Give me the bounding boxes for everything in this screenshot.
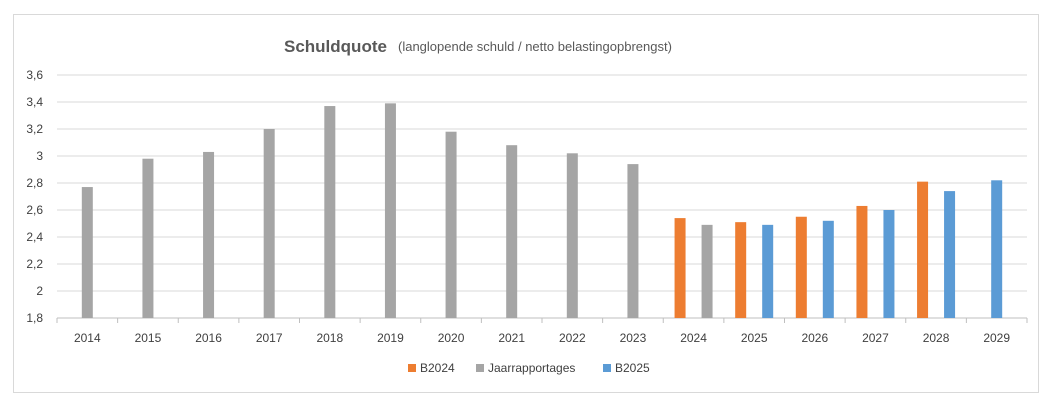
- bar: [566, 153, 578, 318]
- bar: [142, 158, 154, 318]
- y-tick-label: 2,2: [26, 257, 43, 271]
- x-tick-label: 2023: [620, 331, 647, 345]
- bar: [506, 145, 518, 318]
- x-tick-label: 2025: [741, 331, 768, 345]
- bar: [81, 187, 93, 318]
- chart-title: Schuldquote (langlopende schuld / netto …: [284, 37, 672, 56]
- legend-label: Jaarrapportages: [488, 361, 575, 375]
- x-tick-label: 2017: [256, 331, 283, 345]
- chart-title-main: Schuldquote: [284, 37, 387, 56]
- bar: [203, 151, 215, 318]
- bar: [627, 164, 639, 318]
- legend-swatch: [603, 364, 611, 372]
- bar: [795, 216, 807, 318]
- legend: B2024 Jaarrapportages B2025: [408, 361, 650, 375]
- y-tick-label: 3,6: [26, 68, 43, 82]
- x-tick-label: 2022: [559, 331, 586, 345]
- y-axis-ticks: 1,8 2 2,2 2,4 2,6 2,8 3 3,2 3,4 3,6: [26, 68, 43, 325]
- x-tick-label: 2019: [377, 331, 404, 345]
- bar: [856, 205, 868, 318]
- chart-title-subtitle: (langlopende schuld / netto belastingopb…: [398, 39, 672, 54]
- y-tick-label: 2: [36, 284, 43, 298]
- bars: [81, 103, 1003, 318]
- x-tick-label: 2029: [983, 331, 1010, 345]
- x-tick-label: 2018: [316, 331, 343, 345]
- bar: [384, 103, 396, 318]
- x-tick-label: 2028: [923, 331, 950, 345]
- x-tick-label: 2026: [801, 331, 828, 345]
- bar: [883, 210, 895, 318]
- legend-swatch: [476, 364, 484, 372]
- bar: [822, 220, 834, 318]
- bar: [944, 191, 956, 318]
- x-tick-label: 2027: [862, 331, 889, 345]
- bar: [917, 181, 929, 318]
- bar: [762, 224, 774, 318]
- y-tick-label: 3,2: [26, 122, 43, 136]
- y-tick-label: 2,4: [26, 230, 43, 244]
- legend-label: B2025: [615, 361, 650, 375]
- bar: [674, 218, 686, 318]
- y-tick-label: 3,4: [26, 95, 43, 109]
- x-tick-label: 2015: [135, 331, 162, 345]
- bar: [735, 222, 747, 318]
- x-tick-label: 2021: [498, 331, 525, 345]
- y-tick-label: 3: [36, 149, 43, 163]
- y-tick-label: 1,8: [26, 311, 43, 325]
- x-axis: 2014 2015 2016 2017 2018 2019 2020 2021 2022 2023…: [56, 318, 1028, 345]
- x-tick-label: 2016: [195, 331, 222, 345]
- x-tick-label: 2014: [74, 331, 101, 345]
- bar: [701, 224, 713, 318]
- bar: [991, 180, 1003, 318]
- y-tick-label: 2,6: [26, 203, 43, 217]
- bar: [263, 129, 275, 318]
- x-tick-label: 2020: [438, 331, 465, 345]
- legend-label: B2024: [420, 361, 455, 375]
- y-tick-label: 2,8: [26, 176, 43, 190]
- x-tick-label: 2024: [680, 331, 707, 345]
- bar: [445, 131, 457, 318]
- gridlines: [57, 74, 1027, 319]
- chart-frame: [13, 14, 1039, 393]
- legend-swatch: [408, 364, 416, 372]
- bar: [324, 106, 336, 318]
